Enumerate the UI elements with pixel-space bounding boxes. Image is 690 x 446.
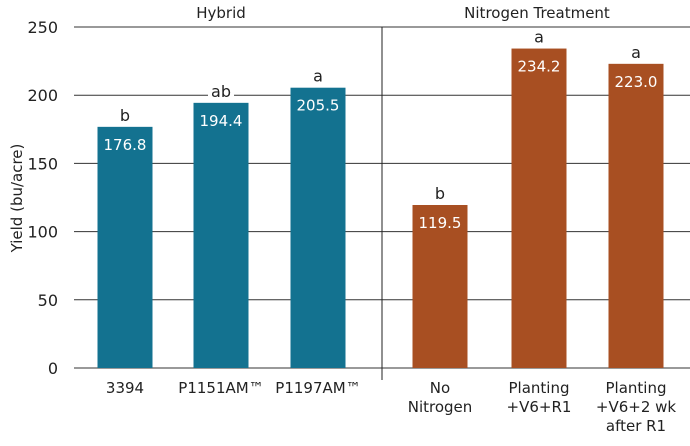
bar	[97, 126, 153, 368]
bar	[193, 102, 249, 368]
x-tick-label: after R1	[606, 417, 666, 435]
letter-label-bg	[432, 185, 448, 203]
group-title-nitrogen: Nitrogen Treatment	[464, 4, 610, 22]
x-tick-label: 3394	[106, 379, 144, 397]
x-tick-label: +V6+2 wk	[596, 398, 677, 416]
y-tick-label: 150	[27, 154, 58, 173]
y-tick-label: 50	[38, 291, 58, 310]
bar	[412, 205, 468, 368]
y-tick-label: 0	[48, 359, 58, 378]
x-tick-label: P1151AM™	[178, 379, 263, 397]
letter-label-bg	[531, 28, 547, 46]
bar-value-label: 223.0	[615, 73, 658, 91]
bar-value-label: 119.5	[419, 214, 462, 232]
letter-label-bg	[628, 43, 644, 61]
significance-letter: a	[534, 28, 544, 47]
significance-letter: ab	[211, 82, 231, 101]
bar-value-label: 194.4	[200, 112, 243, 130]
bar	[511, 48, 567, 368]
x-tick-label: Planting	[606, 379, 667, 397]
letter-label-bg	[117, 106, 133, 124]
significance-letter: a	[631, 43, 641, 62]
significance-letter: b	[120, 106, 130, 125]
x-tick-label: Planting	[509, 379, 570, 397]
x-tick-label: No	[430, 379, 450, 397]
y-axis-label: Yield (bu/acre)	[8, 144, 26, 254]
group-title-hybrid: Hybrid	[196, 4, 246, 22]
bar-value-label: 176.8	[104, 136, 147, 154]
y-tick-label: 250	[27, 18, 58, 37]
x-tick-label: Nitrogen	[408, 398, 473, 416]
bar-value-label: 234.2	[518, 58, 561, 76]
x-tick-label: +V6+R1	[507, 398, 572, 416]
bar	[608, 63, 664, 368]
x-tick-label: P1197AM™	[275, 379, 360, 397]
letter-label-bg	[208, 82, 234, 100]
significance-letter: a	[313, 67, 323, 86]
y-tick-label: 200	[27, 86, 58, 105]
letter-label-bg	[310, 67, 326, 85]
bar	[290, 87, 346, 368]
bar-value-label: 205.5	[297, 97, 340, 115]
y-tick-label: 100	[27, 223, 58, 242]
significance-letter: b	[435, 184, 445, 203]
